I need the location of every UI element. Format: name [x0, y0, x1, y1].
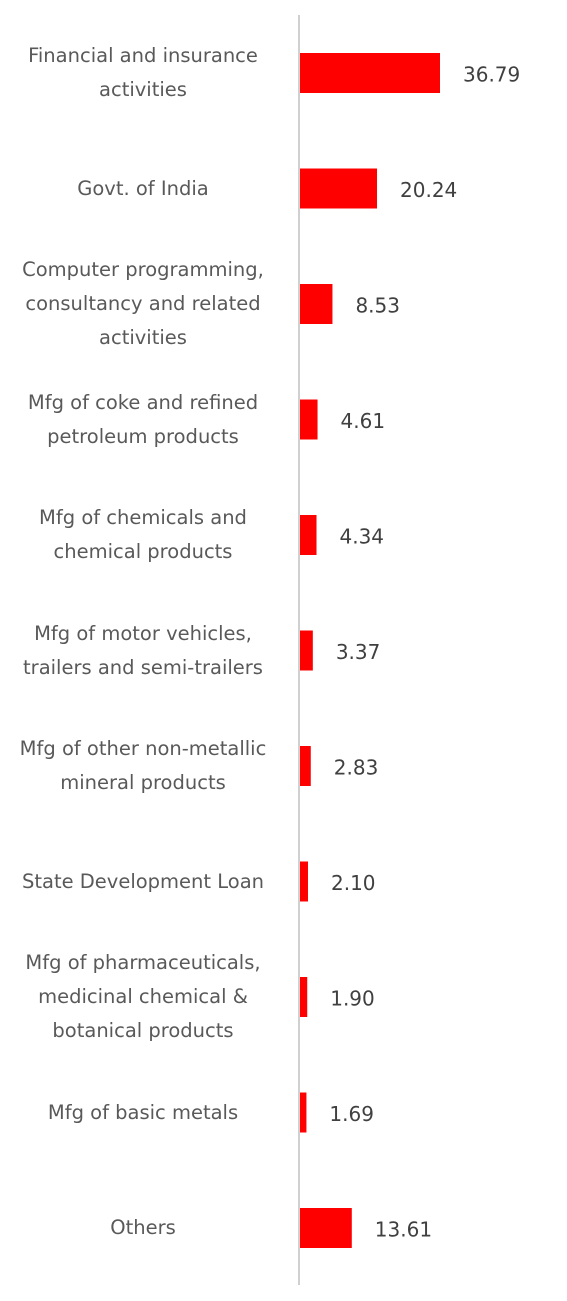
value-label: 8.53: [355, 294, 400, 318]
value-label: 4.61: [341, 409, 386, 433]
value-label: 1.90: [330, 987, 375, 1011]
bar: [300, 630, 313, 671]
bar: [300, 168, 378, 209]
category-label: Financial and insurance activities: [28, 44, 258, 101]
value-label: 1.69: [329, 1102, 374, 1126]
category-label: Mfg of other non-metallic mineral produc…: [19, 737, 267, 794]
value-label: 13.61: [375, 1218, 432, 1242]
category-label: Mfg of coke and refined petroleum produc…: [27, 390, 259, 448]
bar: [300, 53, 440, 93]
bar: [300, 1208, 352, 1248]
bar: [300, 284, 333, 324]
category-label: State Development Loan: [21, 869, 265, 893]
bar: [300, 1092, 307, 1133]
value-label: 2.10: [331, 871, 376, 895]
category-label: Computer programming, consultancy and re…: [22, 258, 264, 349]
category-label: Mfg of motor vehicles, trailers and semi…: [23, 621, 263, 679]
bar: [300, 746, 311, 786]
category-label: Mfg of basic metals: [47, 1100, 239, 1124]
category-label: Mfg of pharmaceuticals, medicinal chemic…: [25, 951, 261, 1042]
bar: [300, 515, 317, 555]
value-label: 2.83: [334, 756, 379, 780]
value-label: 4.34: [340, 525, 385, 549]
category-label: Mfg of chemicals and chemical products: [39, 506, 247, 563]
category-label: Others: [110, 1216, 176, 1239]
category-label: Govt. of India: [77, 176, 209, 200]
bar: [300, 977, 308, 1017]
value-label: 36.79: [463, 63, 520, 87]
value-label: 20.24: [400, 178, 457, 202]
bar: [300, 399, 318, 440]
value-label: 3.37: [336, 640, 381, 664]
bar: [300, 861, 308, 902]
